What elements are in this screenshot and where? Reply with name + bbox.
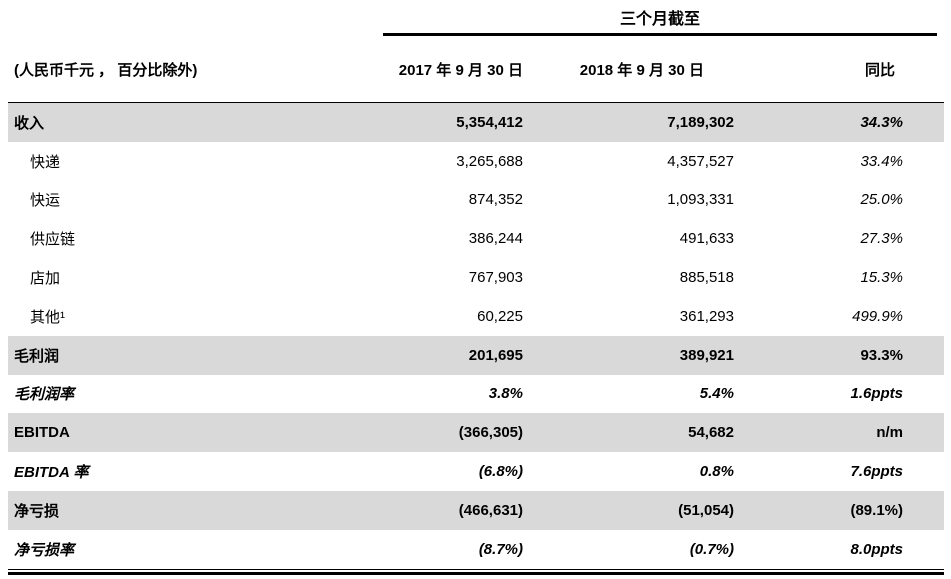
value-2017: 3.8% — [488, 385, 523, 403]
row-label: EBITDA 率 — [14, 464, 89, 482]
table-row-freight: 快运 874,352 1,093,331 25.0% — [8, 181, 944, 220]
period-span-header: 三个月截至 — [619, 10, 700, 28]
value-2017: 201,695 — [468, 346, 523, 364]
yoy-value: 7.6ppts — [850, 463, 903, 481]
value-2018: 361,293 — [679, 307, 734, 325]
value-2018: 389,921 — [679, 346, 734, 364]
row-label: 其他¹ — [30, 308, 65, 326]
row-label: 收入 — [14, 114, 45, 132]
table-row-gross-margin: 毛利润率 3.8% 5.4% 1.6ppts — [8, 375, 944, 414]
table-row-express: 快递 3,265,688 4,357,527 33.4% — [8, 142, 944, 181]
table-row-net-loss-margin: 净亏损率 (8.7%) (0.7%) 8.0ppts — [8, 530, 944, 569]
yoy-value: n/m — [876, 424, 903, 442]
financial-results-table: 三个月截至 (人民币千元 ， 百分比除外) 2017 年 9 月 30 日 20… — [8, 0, 944, 575]
unit-note: (人民币千元 ， 百分比除外) — [14, 61, 198, 79]
table-spanner-zone: 三个月截至 — [8, 0, 944, 36]
yoy-value: 8.0ppts — [850, 540, 903, 558]
table-row-net-loss: 净亏损 (466,631) (51,054) (89.1%) — [8, 490, 944, 530]
row-label: 毛利润率 — [14, 386, 75, 404]
value-2017: (6.8%) — [478, 463, 523, 481]
value-2017: 874,352 — [468, 191, 523, 209]
table-row-others: 其他¹ 60,225 361,293 499.9% — [8, 297, 944, 336]
row-label: 快运 — [30, 192, 61, 210]
value-2018: (51,054) — [678, 501, 734, 519]
row-label: 毛利润 — [14, 347, 60, 365]
table-row-ebitda-margin: EBITDA 率 (6.8%) 0.8% 7.6ppts — [8, 452, 944, 491]
col-header-2018: 2018 年 9 月 30 日 — [579, 61, 704, 79]
row-label: 店加 — [30, 270, 61, 288]
row-label: 净亏损 — [14, 502, 60, 520]
table-row-ebitda: EBITDA (366,305) 54,682 n/m — [8, 413, 944, 453]
yoy-value: 33.4% — [860, 152, 903, 170]
yoy-value: 1.6ppts — [850, 385, 903, 403]
value-2017: (8.7%) — [478, 540, 523, 558]
value-2018: 885,518 — [679, 269, 734, 287]
value-2017: (366,305) — [458, 424, 523, 442]
header-divider-rule — [8, 102, 944, 103]
col-header-2017: 2017 年 9 月 30 日 — [398, 61, 523, 79]
value-2017: 5,354,412 — [456, 113, 523, 131]
span-underline-rule — [383, 33, 937, 36]
yoy-value: 27.3% — [860, 230, 903, 248]
row-label: 快递 — [30, 153, 61, 171]
value-2018: 1,093,331 — [667, 191, 734, 209]
row-label: EBITDA — [14, 424, 70, 442]
column-header-row: (人民币千元 ， 百分比除外) 2017 年 9 月 30 日 2018 年 9… — [8, 36, 944, 102]
bottom-rule-thin — [8, 568, 944, 570]
value-2018: 5.4% — [699, 385, 734, 403]
yoy-value: (89.1%) — [850, 501, 903, 519]
value-2017: 767,903 — [468, 269, 523, 287]
table-row-gross-profit: 毛利润 201,695 389,921 93.3% — [8, 335, 944, 375]
yoy-value: 25.0% — [860, 191, 903, 209]
value-2017: 3,265,688 — [456, 152, 523, 170]
value-2018: 0.8% — [699, 463, 734, 481]
value-2018: 54,682 — [688, 424, 734, 442]
table-row-store-plus: 店加 767,903 885,518 15.3% — [8, 258, 944, 297]
yoy-value: 34.3% — [860, 113, 903, 131]
row-label: 净亏损率 — [14, 541, 75, 559]
table-row-revenue: 收入 5,354,412 7,189,302 34.3% — [8, 103, 944, 142]
table-body: 收入 5,354,412 7,189,302 34.3% 快递 3,265,68… — [8, 103, 944, 569]
value-2018: 7,189,302 — [667, 113, 734, 131]
yoy-value: 15.3% — [860, 269, 903, 287]
value-2018: 4,357,527 — [667, 152, 734, 170]
value-2017: 386,244 — [468, 230, 523, 248]
bottom-rule-thick — [8, 571, 944, 575]
value-2018: 491,633 — [679, 230, 734, 248]
value-2017: (466,631) — [458, 501, 523, 519]
col-header-yoy: 同比 — [864, 61, 895, 79]
yoy-value: 93.3% — [860, 346, 903, 364]
row-label: 供应链 — [30, 231, 76, 249]
value-2018: (0.7%) — [689, 540, 734, 558]
period-span: 三个月截至 — [383, 0, 937, 36]
yoy-value: 499.9% — [852, 307, 903, 325]
value-2017: 60,225 — [477, 307, 523, 325]
table-row-supply-chain: 供应链 386,244 491,633 27.3% — [8, 219, 944, 258]
